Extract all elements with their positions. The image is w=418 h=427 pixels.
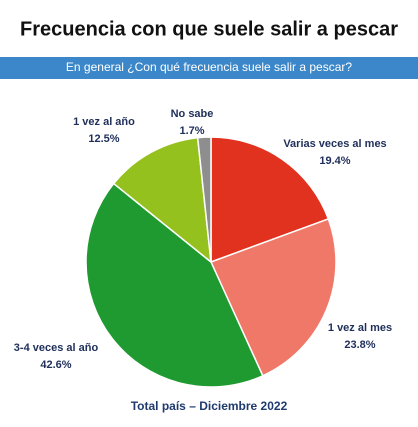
pie-slice	[209, 217, 337, 377]
value-label: 12.5%	[88, 133, 119, 145]
pie-slice	[85, 182, 264, 388]
subtitle: En general ¿Con qué frecuencia suele sal…	[66, 60, 352, 74]
slice-label: 1 vez al mes	[328, 322, 392, 334]
slice-label: 3-4 veces al año	[14, 342, 99, 354]
pie-slice	[196, 136, 212, 263]
chart-title: Frecuencia con que suele salir a pescar	[20, 18, 398, 40]
value-label: 1.7%	[179, 125, 204, 137]
slice-label: 1 vez al año	[73, 116, 135, 128]
pie-slice	[210, 136, 330, 264]
subtitle-banner	[0, 57, 418, 79]
note: Total país – Diciembre 2022	[131, 399, 288, 413]
pie-slice	[112, 136, 212, 264]
value-label: 19.4%	[319, 155, 350, 167]
slice-label: No sabe	[171, 108, 214, 120]
value-label: 23.8%	[344, 339, 375, 351]
value-label: 42.6%	[40, 359, 71, 371]
slice-label: Varias veces al mes	[283, 138, 386, 150]
